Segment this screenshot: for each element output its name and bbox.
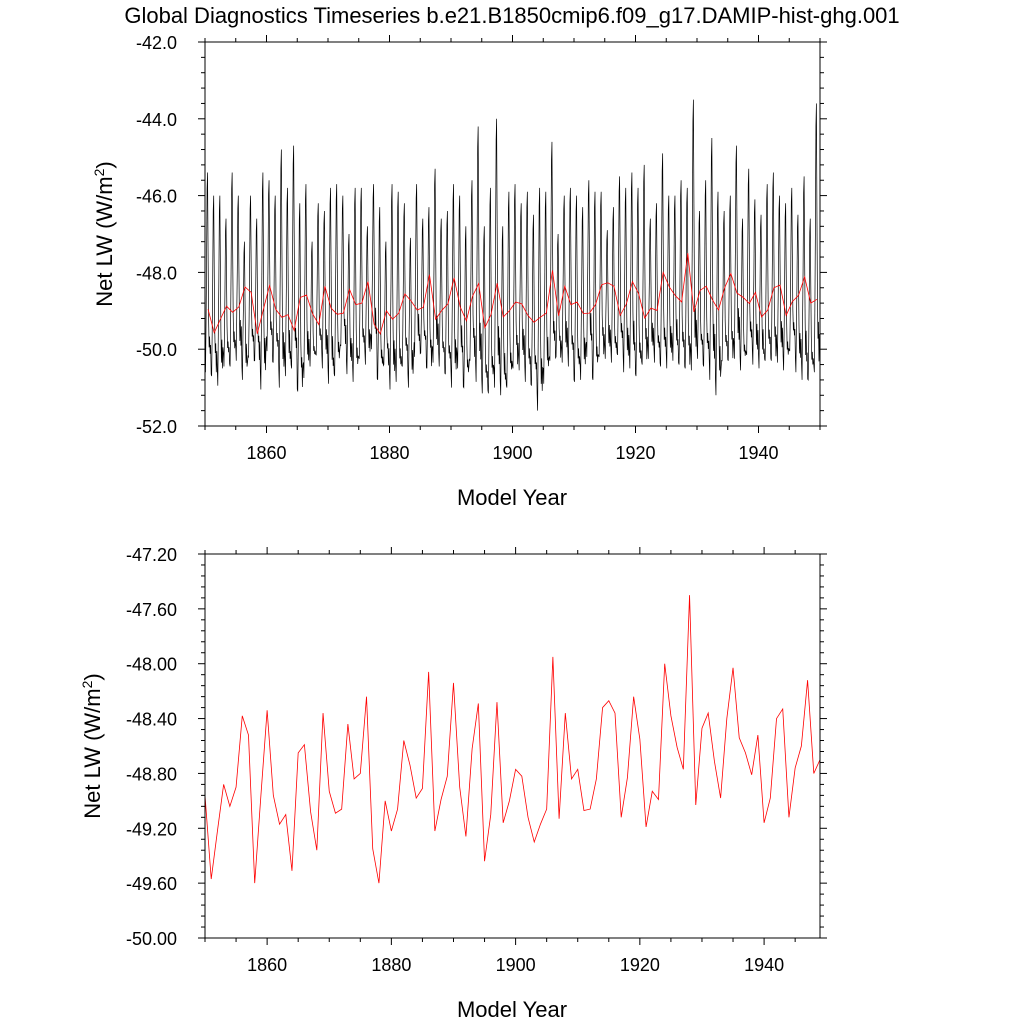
top-y-axis-label: Net LW (W/m2) (91, 161, 117, 306)
bottom-plot-area (204, 595, 821, 884)
bottom-x-tick-label: 1880 (371, 955, 411, 975)
top-y-tick-label: -52.0 (136, 417, 177, 437)
top-panel: -52.0 -50.0 -48.0 -46.0 -44.0 -42.0 1860 1880 19… (91, 33, 827, 510)
top-y-label-end: ) (92, 161, 117, 168)
bottom-y-tick-label: -50.00 (126, 929, 177, 949)
bottom-y-tick-label: -47.60 (126, 600, 177, 620)
bottom-x-tick-label: 1900 (496, 955, 536, 975)
bottom-y-axis-label: Net LW (W/m2) (79, 673, 105, 818)
bottom-y-label-end: ) (80, 673, 105, 680)
top-y-tick-label: -46.0 (136, 187, 177, 207)
top-plot-area (204, 99, 820, 411)
bottom-y-tick-label: -47.20 (126, 545, 177, 565)
bottom-y-tick-label: -49.60 (126, 874, 177, 894)
top-annual-mean-line (207, 253, 818, 335)
bottom-panel: -50.00 -49.60 -49.20 -48.80 -48.40 -48.00 -47.… (79, 545, 827, 1022)
top-axes: -52.0 -50.0 -48.0 -46.0 -44.0 -42.0 1860 1880 19… (136, 33, 827, 463)
top-y-tick-label: -44.0 (136, 110, 177, 130)
top-y-tick-label: -42.0 (136, 33, 177, 53)
top-x-tick-label: 1880 (369, 443, 409, 463)
top-x-tick-label: 1940 (738, 443, 778, 463)
figure-title: Global Diagnostics Timeseries b.e21.B185… (124, 3, 899, 28)
bottom-x-axis-label: Model Year (457, 997, 567, 1022)
top-x-axis-label: Model Year (457, 485, 567, 510)
bottom-x-tick-label: 1920 (620, 955, 660, 975)
top-y-label-sup: 2 (91, 168, 107, 176)
top-x-tick-label: 1860 (246, 443, 286, 463)
top-x-tick-label: 1920 (615, 443, 655, 463)
top-x-tick-label: 1900 (492, 443, 532, 463)
top-y-tick-label: -50.0 (136, 340, 177, 360)
top-y-label-main: Net LW (W/m (92, 176, 117, 306)
monthly-series-line (204, 99, 820, 411)
bottom-annual-mean-line (204, 595, 821, 884)
bottom-y-tick-label: -48.80 (126, 764, 177, 784)
bottom-plot-frame (204, 553, 821, 939)
bottom-y-tick-label: -48.00 (126, 655, 177, 675)
bottom-y-tick-label: -48.40 (126, 710, 177, 730)
bottom-y-tick-label: -49.20 (126, 819, 177, 839)
top-y-tick-label: -48.0 (136, 263, 177, 283)
bottom-y-label-main: Net LW (W/m (80, 688, 105, 818)
bottom-y-label-sup: 2 (79, 680, 95, 688)
bottom-x-tick-label: 1860 (247, 955, 287, 975)
bottom-x-tick-label: 1940 (744, 955, 784, 975)
bottom-axes: -50.00 -49.60 -49.20 -48.80 -48.40 -48.00 -47.… (126, 545, 827, 975)
